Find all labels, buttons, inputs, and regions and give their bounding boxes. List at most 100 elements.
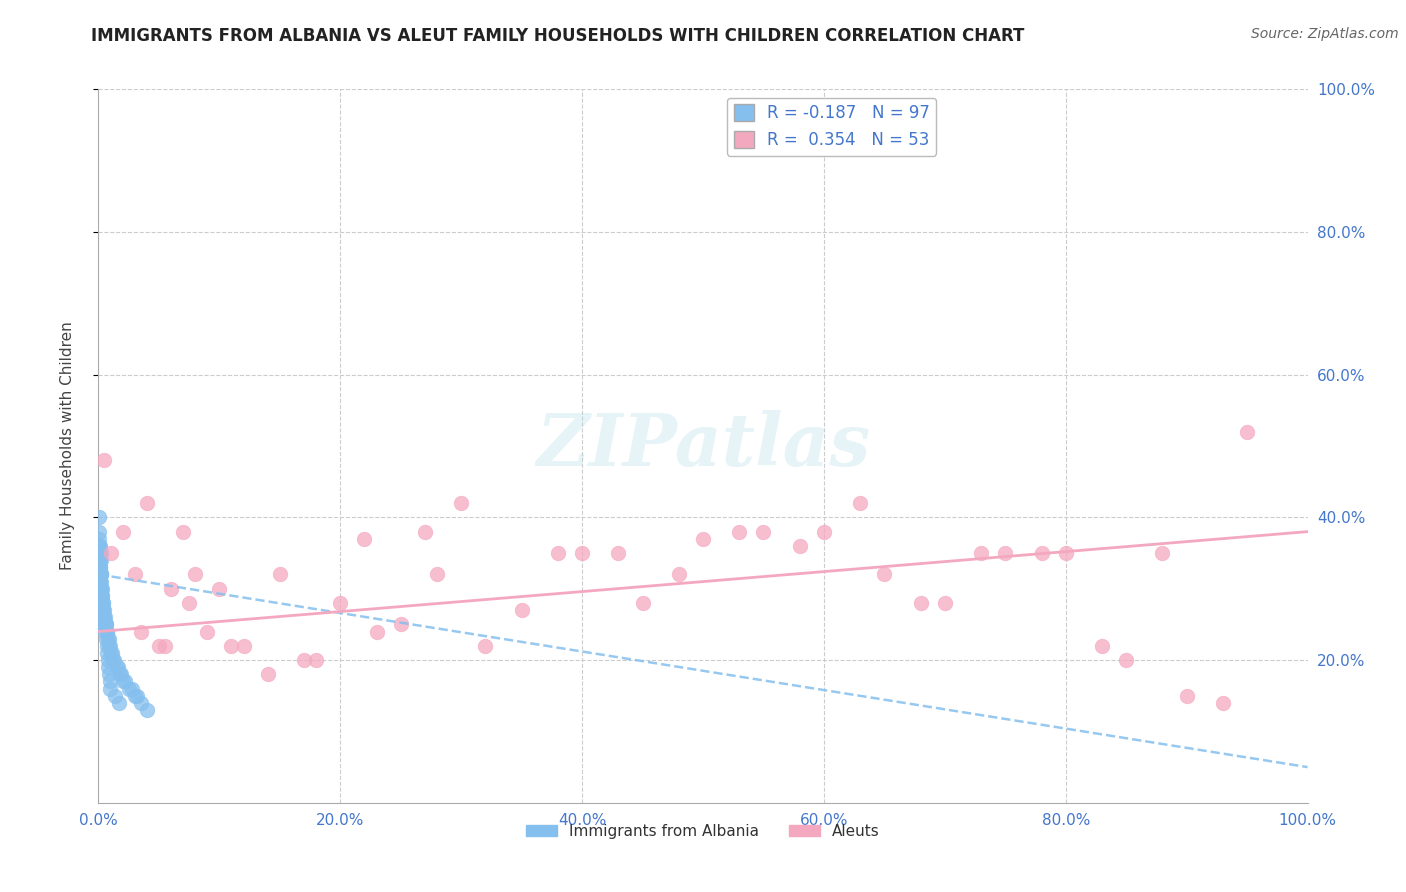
Point: [96, 646, 118, 660]
Legend: Immigrants from Albania, Aleuts: Immigrants from Albania, Aleuts: [520, 818, 886, 845]
Point: [89, 532, 111, 546]
Point: [90, 596, 112, 610]
Point: [121, 681, 143, 696]
Point: [256, 667, 278, 681]
Point: [208, 582, 231, 596]
Point: [108, 696, 131, 710]
Point: [89, 560, 111, 574]
Point: [93, 603, 115, 617]
Point: [89, 596, 111, 610]
Point: [269, 567, 291, 582]
Point: [1212, 696, 1234, 710]
Point: [172, 524, 194, 539]
Point: [98, 674, 121, 689]
Point: [96, 639, 118, 653]
Point: [100, 646, 122, 660]
Point: [94, 617, 117, 632]
Point: [90, 567, 112, 582]
Point: [232, 639, 254, 653]
Point: [89, 567, 111, 582]
Point: [89, 574, 111, 589]
Point: [789, 539, 811, 553]
Point: [90, 582, 112, 596]
Point: [89, 603, 111, 617]
Point: [100, 546, 122, 560]
Point: [89, 617, 111, 632]
Point: [668, 567, 690, 582]
Point: [93, 603, 115, 617]
Point: [89, 589, 111, 603]
Point: [118, 681, 141, 696]
Point: [413, 524, 436, 539]
Point: [89, 574, 111, 589]
Point: [1054, 546, 1077, 560]
Point: [89, 582, 111, 596]
Point: [90, 603, 112, 617]
Point: [221, 639, 243, 653]
Point: [89, 610, 111, 624]
Point: [91, 589, 114, 603]
Point: [849, 496, 872, 510]
Point: [124, 567, 146, 582]
Point: [970, 546, 993, 560]
Point: [752, 524, 775, 539]
Point: [97, 660, 120, 674]
Point: [547, 546, 569, 560]
Point: [89, 589, 111, 603]
Point: [90, 567, 112, 582]
Point: [90, 610, 112, 624]
Point: [91, 603, 114, 617]
Point: [98, 639, 121, 653]
Point: [105, 660, 128, 674]
Point: [305, 653, 328, 667]
Point: [1175, 689, 1198, 703]
Point: [111, 524, 134, 539]
Point: [89, 539, 111, 553]
Point: [873, 567, 896, 582]
Point: [87, 524, 110, 539]
Point: [179, 596, 201, 610]
Point: [87, 539, 110, 553]
Point: [90, 603, 112, 617]
Point: [510, 603, 533, 617]
Point: [90, 582, 112, 596]
Point: [1031, 546, 1053, 560]
Point: [728, 524, 751, 539]
Point: [160, 582, 183, 596]
Point: [89, 553, 111, 567]
Point: [107, 660, 129, 674]
Point: [124, 689, 146, 703]
Point: [426, 567, 449, 582]
Point: [110, 667, 132, 681]
Point: [450, 496, 472, 510]
Y-axis label: Family Households with Children: Family Households with Children: [60, 322, 75, 570]
Point: [90, 596, 112, 610]
Point: [94, 610, 117, 624]
Point: [692, 532, 714, 546]
Point: [195, 624, 218, 639]
Point: [127, 689, 149, 703]
Point: [91, 596, 114, 610]
Text: Source: ZipAtlas.com: Source: ZipAtlas.com: [1251, 27, 1399, 41]
Point: [94, 624, 117, 639]
Point: [89, 574, 111, 589]
Point: [98, 667, 121, 681]
Point: [96, 617, 118, 632]
Point: [97, 653, 120, 667]
Point: [93, 617, 115, 632]
Point: [93, 610, 115, 624]
Point: [90, 596, 112, 610]
Point: [91, 589, 114, 603]
Point: [89, 560, 111, 574]
Point: [366, 624, 388, 639]
Point: [994, 546, 1017, 560]
Point: [89, 510, 111, 524]
Point: [329, 596, 352, 610]
Point: [153, 639, 176, 653]
Point: [90, 553, 112, 567]
Point: [934, 596, 956, 610]
Point: [111, 674, 134, 689]
Point: [389, 617, 412, 632]
Point: [98, 681, 121, 696]
Point: [474, 639, 496, 653]
